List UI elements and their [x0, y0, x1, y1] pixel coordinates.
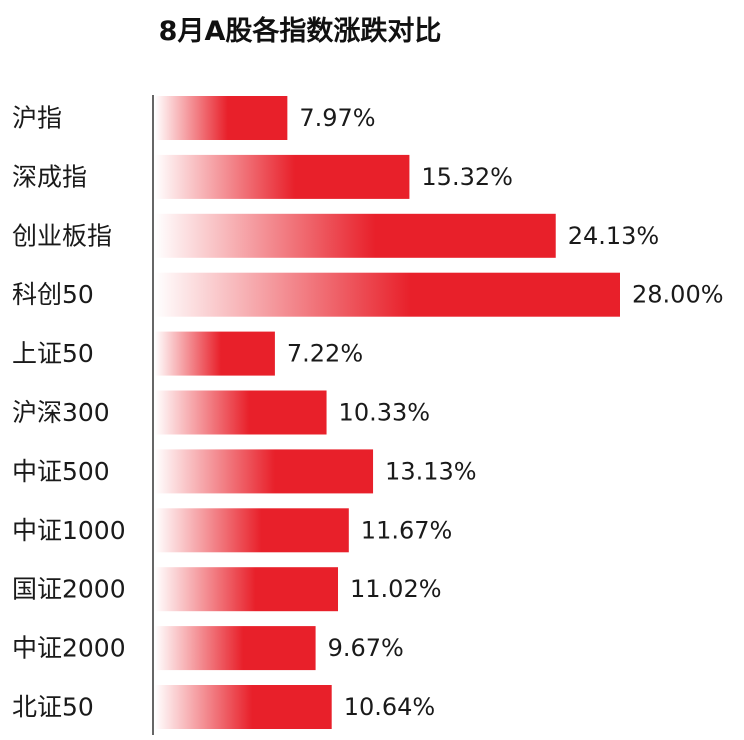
category-label: 沪深300 [12, 398, 110, 427]
category-label: 国证2000 [12, 575, 126, 604]
bar [155, 685, 332, 729]
data-label: 10.64% [344, 693, 436, 721]
bar [155, 213, 556, 258]
category-label: 沪指 [12, 104, 62, 133]
category-label: 上证50 [12, 339, 94, 368]
data-label: 24.13% [568, 222, 660, 250]
bar [155, 449, 374, 494]
bars-layer: 沪指 7.97% 深成指 15.32% 创业板指 24.13% 科创50 28.00% 上证50… [12, 96, 724, 729]
bar [155, 272, 620, 317]
bar [155, 567, 339, 612]
category-label: 深成指 [12, 162, 87, 191]
bar [155, 331, 275, 376]
data-label: 10.33% [339, 399, 431, 427]
data-label: 7.22% [287, 340, 363, 368]
bar [155, 508, 349, 553]
data-label: 11.02% [350, 575, 442, 603]
data-label: 28.00% [632, 281, 724, 309]
category-label: 科创50 [12, 280, 94, 309]
bar [155, 626, 316, 671]
bar [155, 96, 288, 140]
data-label: 7.97% [299, 104, 375, 132]
category-label: 创业板指 [12, 221, 112, 250]
category-label: 中证1000 [12, 516, 126, 545]
data-label: 9.67% [328, 634, 404, 662]
category-label: 北证50 [12, 693, 94, 722]
bar [155, 390, 327, 435]
category-label: 中证2000 [12, 634, 126, 663]
category-label: 中证500 [12, 457, 110, 486]
data-label: 15.32% [421, 163, 513, 191]
bar [155, 154, 410, 199]
chart-title: 8月A股各指数涨跌对比 [159, 15, 442, 47]
data-label: 11.67% [361, 516, 453, 544]
data-label: 13.13% [385, 457, 477, 485]
